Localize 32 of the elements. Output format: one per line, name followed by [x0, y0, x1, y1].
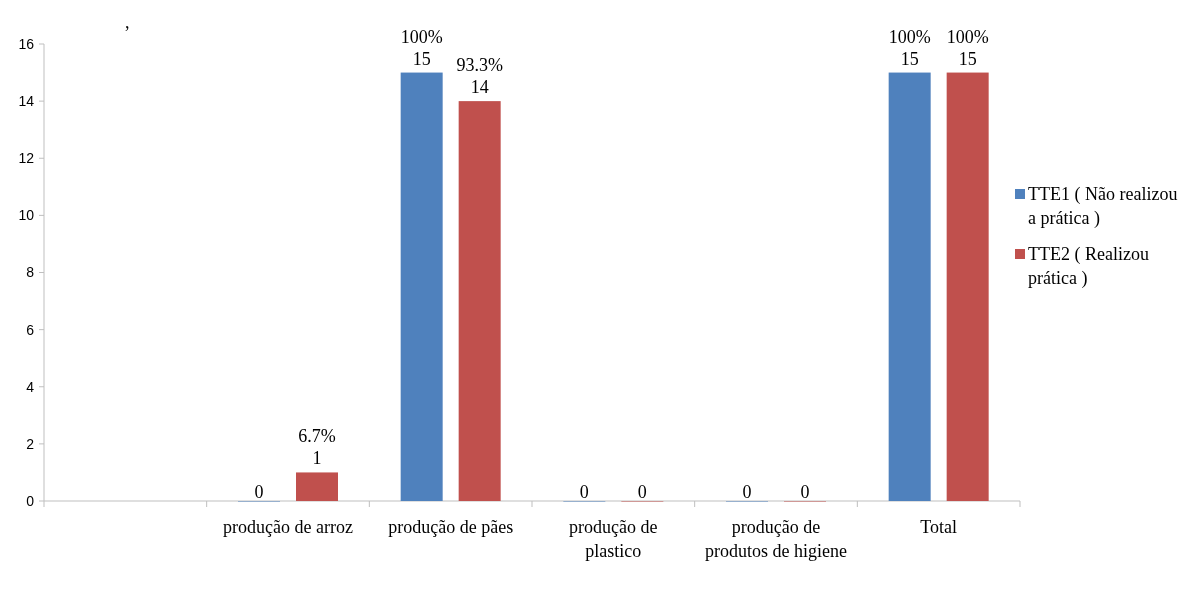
data-label: 0 [800, 482, 810, 502]
data-label: 0 [579, 482, 589, 502]
data-label: 100% 15 [888, 26, 931, 69]
legend-label: TTE2 ( Realizou prática ) [1028, 244, 1149, 289]
y-tick-label: 10 [18, 207, 35, 224]
bar [296, 472, 338, 501]
x-tick-label: produção de produtos de higiene [705, 517, 847, 561]
data-label: 6.7% 1 [298, 426, 336, 469]
y-tick-label: 4 [26, 378, 35, 395]
bar [888, 72, 931, 501]
x-tick-label: produção de pães [388, 517, 514, 537]
data-label: 0 [254, 482, 264, 502]
legend-label: TTE1 ( Não realizou a prática ) [1028, 184, 1178, 229]
data-label: 0 [637, 482, 647, 502]
bar [400, 72, 443, 501]
y-tick-label: 8 [26, 264, 35, 281]
y-tick-label: 2 [26, 435, 35, 452]
bar [458, 101, 501, 501]
x-tick-label: produção de plastico [569, 517, 658, 561]
x-tick-label: Total [920, 517, 958, 537]
data-label: 0 [742, 482, 752, 502]
chart-title: , [125, 12, 130, 32]
x-tick-label: produção de arroz [223, 517, 353, 537]
y-tick-label: 6 [26, 321, 35, 338]
y-tick-label: 14 [18, 93, 35, 110]
data-label: 100% 15 [946, 26, 989, 69]
data-label: 100% 15 [400, 26, 443, 69]
y-tick-label: 0 [26, 492, 35, 509]
bar [946, 72, 989, 501]
y-tick-label: 16 [18, 35, 35, 52]
data-label: 93.3% 14 [456, 55, 503, 98]
y-tick-label: 12 [18, 150, 35, 167]
